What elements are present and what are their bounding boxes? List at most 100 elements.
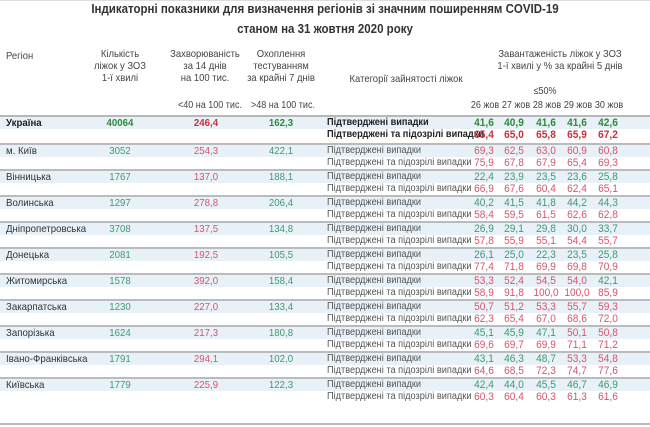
suspected-subrow: Підтверджені та підозрілі випадки 57,8 5… xyxy=(0,235,650,247)
category-label: Підтверджені випадки xyxy=(327,223,422,234)
occupancy-value: 61,6 xyxy=(598,391,618,403)
header-incidence-line: на 100 тис. xyxy=(180,72,230,84)
occupancy-value: 60,3 xyxy=(536,391,556,403)
occupancy-value: 60,9 xyxy=(567,145,587,157)
testing-value: 162,3 xyxy=(268,117,294,129)
testing-threshold: >48 на 100 тис. xyxy=(251,100,315,111)
table-row: Житомирська 1578 392,0 158,4 Підтверджен… xyxy=(0,273,650,299)
occupancy-value: 62,3 xyxy=(474,313,494,325)
occupancy-value: 23,6 xyxy=(567,171,587,183)
header-beds: Кількість ліжок у ЗОЗ 1-ї хвилі xyxy=(75,48,165,84)
title-line-1: Індикаторні показники для визначення рег… xyxy=(91,2,559,16)
occupancy-value: 25,8 xyxy=(598,171,618,183)
region-name: Закарпатська xyxy=(6,301,67,313)
header-occupancy-line: Завантаженість ліжок у ЗОЗ xyxy=(498,48,622,60)
beds-count: 1624 xyxy=(109,327,131,339)
testing-value: 122,3 xyxy=(268,379,294,391)
testing-value: 133,4 xyxy=(268,301,294,313)
occupancy-value: 41,6 xyxy=(536,117,556,129)
beds-count: 3052 xyxy=(109,145,131,157)
occupancy-value: 69,8 xyxy=(567,261,587,273)
testing-value: 158,4 xyxy=(268,275,294,287)
header-testing-line: за крайні 7 днів xyxy=(247,72,315,84)
incidence-value: 137,0 xyxy=(193,171,219,183)
category-label: Підтверджені та підозрілі випадки xyxy=(327,391,472,402)
beds-count: 1791 xyxy=(109,353,131,365)
confirmed-subrow: Івано-Франківська 1791 294,1 102,0 Підтв… xyxy=(0,353,650,365)
occupancy-value: 69,9 xyxy=(536,339,556,351)
occupancy-value: 62,4 xyxy=(567,183,587,195)
category-label: Підтверджені та підозрілі випадки xyxy=(327,339,472,350)
occupancy-value: 41,6 xyxy=(474,117,494,129)
occupancy-value: 70,9 xyxy=(598,261,618,273)
occupancy-value: 51,2 xyxy=(504,301,524,313)
occupancy-value: 77,4 xyxy=(474,261,494,273)
category-label: Підтверджені та підозрілі випадки xyxy=(327,287,472,298)
category-label: Підтверджені та підозрілі випадки xyxy=(327,183,472,194)
category-label: Підтверджені та підозрілі випадки xyxy=(327,209,472,220)
testing-value: 134,8 xyxy=(268,223,294,235)
category-label: Підтверджені випадки xyxy=(327,327,422,338)
occupancy-value: 44,2 xyxy=(567,197,587,209)
incidence-value: 254,3 xyxy=(193,145,219,157)
category-label: Підтверджені випадки xyxy=(327,353,422,364)
occupancy-value: 26,1 xyxy=(474,249,494,261)
top-divider xyxy=(0,0,650,1)
occupancy-value: 52,4 xyxy=(504,275,524,287)
category-label: Підтверджені випадки xyxy=(327,301,422,312)
incidence-value: 217,3 xyxy=(193,327,219,339)
table-row: Запорізька 1624 217,3 180,8 Підтверджені… xyxy=(0,325,650,351)
occupancy-value: 22,3 xyxy=(536,249,556,261)
occupancy-value: 100,0 xyxy=(564,287,590,299)
suspected-subrow: Підтверджені та підозрілі випадки 64,6 6… xyxy=(0,365,650,377)
occupancy-value: 42,1 xyxy=(598,275,618,287)
occupancy-value: 67,2 xyxy=(598,129,618,141)
occupancy-value: 62,8 xyxy=(598,209,618,221)
beds-count: 1779 xyxy=(109,379,131,391)
occupancy-value: 40,2 xyxy=(474,197,494,209)
header-incidence-line: за 14 днів xyxy=(183,60,227,72)
occupancy-value: 48,7 xyxy=(536,353,556,365)
region-name: Дніпропетровська xyxy=(6,223,87,235)
header-occupancy-line: 1-ї хвилі у % за крайні 5 днів xyxy=(497,60,623,72)
occupancy-value: 60,3 xyxy=(474,391,494,403)
day-header: 26 жов xyxy=(470,100,500,111)
testing-value: 188,1 xyxy=(268,171,294,183)
occupancy-value: 85,9 xyxy=(598,287,618,299)
region-name: Волинська xyxy=(6,197,54,209)
occupancy-value: 41,8 xyxy=(536,197,556,209)
day-header: 28 жов xyxy=(532,100,562,111)
category-label: Підтверджені випадки xyxy=(327,249,422,260)
region-name: Житомирська xyxy=(6,275,68,287)
occupancy-value: 71,8 xyxy=(504,261,524,273)
occupancy-value: 72,0 xyxy=(598,313,618,325)
beds-count: 1230 xyxy=(109,301,131,313)
occupancy-value: 54,4 xyxy=(567,235,587,247)
occupancy-value: 59,3 xyxy=(598,301,618,313)
occupancy-value: 61,3 xyxy=(567,391,587,403)
suspected-subrow: Підтверджені та підозрілі випадки 60,3 6… xyxy=(0,391,650,403)
occupancy-value: 65,0 xyxy=(504,129,524,141)
region-name: Україна xyxy=(6,117,42,129)
occupancy-value: 55,7 xyxy=(598,235,618,247)
category-label: Підтверджені та підозрілі випадки xyxy=(327,157,472,168)
occupancy-value: 55,9 xyxy=(504,235,524,247)
region-name: м. Київ xyxy=(6,145,37,157)
table-row: Івано-Франківська 1791 294,1 102,0 Підтв… xyxy=(0,351,650,377)
occupancy-value: 65,4 xyxy=(474,129,494,141)
occupancy-value: 69,3 xyxy=(474,145,494,157)
occupancy-value: 45,9 xyxy=(504,327,524,339)
occupancy-value: 50,1 xyxy=(567,327,587,339)
occupancy-value: 47,1 xyxy=(536,327,556,339)
incidence-value: 246,4 xyxy=(193,117,219,129)
occupancy-value: 61,5 xyxy=(536,209,556,221)
table-bottom-divider xyxy=(0,423,650,425)
occupancy-value: 60,4 xyxy=(504,391,524,403)
region-name: Донецька xyxy=(6,249,50,261)
occupancy-value: 59,5 xyxy=(504,209,524,221)
occupancy-value: 69,7 xyxy=(504,339,524,351)
occupancy-value: 50,7 xyxy=(474,301,494,313)
incidence-value: 192,5 xyxy=(193,249,219,261)
occupancy-value: 26,9 xyxy=(474,223,494,235)
header-divider xyxy=(0,115,650,117)
